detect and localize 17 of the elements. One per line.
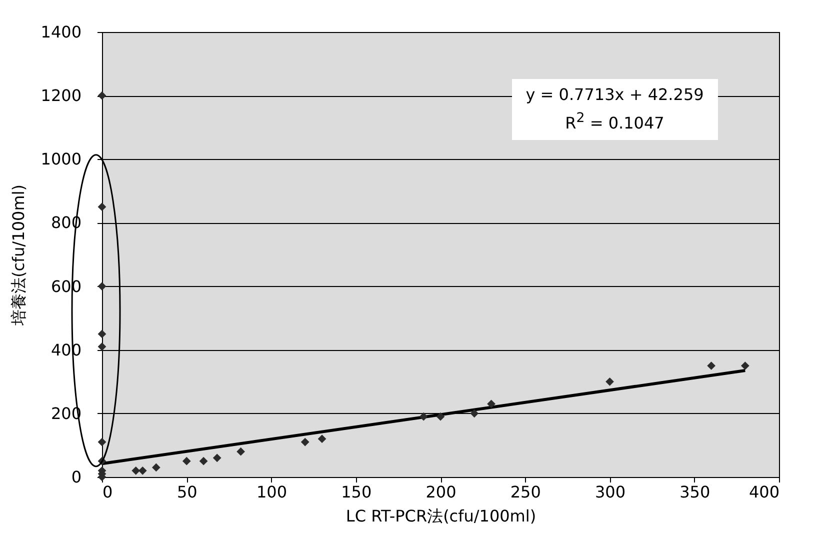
x-tick-label: 150 [341, 482, 372, 502]
x-axis-title: LC RT-PCR法(cfu/100ml) [346, 506, 536, 526]
x-tick-label: 0 [102, 482, 113, 502]
annotation: y = 0.7713x + 42.259 [526, 84, 704, 106]
y-tick-label: 1000 [40, 150, 82, 169]
x-tick-label: 200 [426, 482, 456, 502]
x-tick-label: 100 [256, 482, 288, 502]
annotation: R$^{2}$ = 0.1047 [564, 110, 666, 135]
x-tick-label: 350 [680, 482, 710, 502]
x-tick-label: 300 [594, 482, 626, 502]
y-tick-label: 1200 [40, 86, 82, 106]
x-tick-label: 400 [748, 482, 780, 502]
y-tick-label: 0 [71, 468, 82, 486]
x-tick-label: 250 [510, 482, 541, 502]
x-tick-label: 50 [176, 482, 198, 502]
y-axis-title: 培養法(cfu/100ml) [8, 184, 28, 327]
y-tick-label: 1400 [40, 22, 82, 42]
